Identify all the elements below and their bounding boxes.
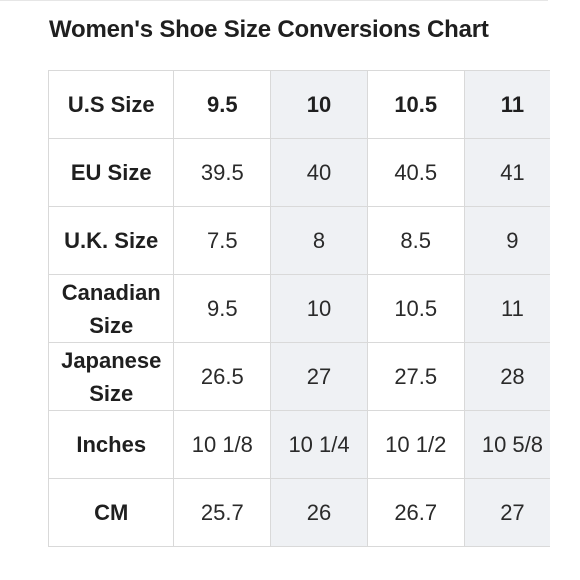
table-cell: 8 <box>270 206 368 275</box>
table-cell: 25.7 <box>173 478 272 547</box>
table-cell: 8.5 <box>366 206 465 275</box>
table-cell: 41 <box>463 138 550 207</box>
table-cell: 10 1/4 <box>270 410 368 479</box>
row-label: Inches <box>48 410 175 479</box>
table-cell: 26.7 <box>366 478 465 547</box>
table-cell: 27.5 <box>366 342 465 411</box>
row-label: CM <box>48 478 175 547</box>
page-title: Women's Shoe Size Conversions Chart <box>49 16 489 43</box>
table-cell: 9.5 <box>173 274 272 343</box>
row-label: U.K. Size <box>48 206 175 275</box>
table-cell: 39.5 <box>173 138 272 207</box>
table-cell: 40.5 <box>366 138 465 207</box>
table-cell: 10 1/2 <box>366 410 465 479</box>
row-label: U.S Size <box>48 70 175 139</box>
table-cell: 26.5 <box>173 342 272 411</box>
table-cell: 10 5/8 <box>463 410 550 479</box>
table-cell: 7.5 <box>173 206 272 275</box>
top-divider <box>0 0 548 1</box>
table-cell: 27 <box>270 342 368 411</box>
table-cell: 10 <box>270 70 368 139</box>
table-cell: 28 <box>463 342 550 411</box>
table-cell: 10 1/8 <box>173 410 272 479</box>
table-cell: 11 <box>463 274 550 343</box>
table-cell: 11 <box>463 70 550 139</box>
table-cell: 9 <box>463 206 550 275</box>
table-cell: 27 <box>463 478 550 547</box>
table-cell: 26 <box>270 478 368 547</box>
table-cell: 10.5 <box>366 274 465 343</box>
table-cell: 10.5 <box>366 70 465 139</box>
table-cell: 9.5 <box>173 70 272 139</box>
row-label: Canadian Size <box>48 274 175 343</box>
row-label: Japanese Size <box>48 342 175 411</box>
table-cell: 40 <box>270 138 368 207</box>
table-cell: 10 <box>270 274 368 343</box>
row-label: EU Size <box>48 138 175 207</box>
